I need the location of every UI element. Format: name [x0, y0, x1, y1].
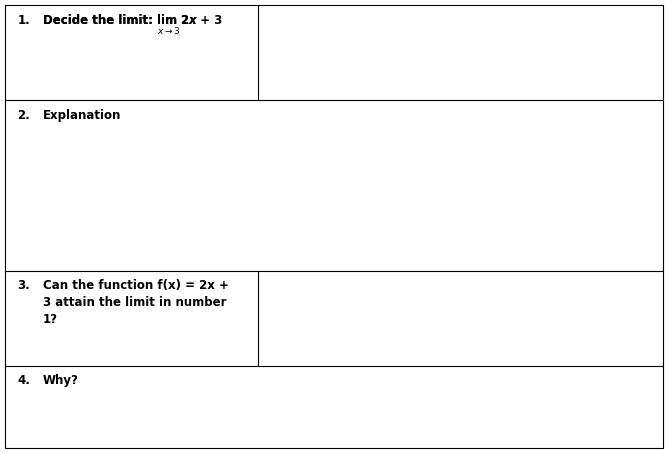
Text: $x\rightarrow3$: $x\rightarrow3$ [157, 24, 180, 36]
Text: 2: 2 [180, 14, 188, 27]
Text: 3.: 3. [17, 279, 30, 292]
Text: lim: lim [157, 14, 177, 27]
Text: 2: 2 [180, 14, 188, 27]
Text: + 3: + 3 [196, 14, 222, 27]
Text: 2.: 2. [17, 109, 30, 122]
Text: Can the function f(x) = 2x +
3 attain the limit in number
1?: Can the function f(x) = 2x + 3 attain th… [43, 279, 228, 326]
Text: lim: lim [157, 14, 177, 27]
Text: Decide the limit:: Decide the limit: [43, 14, 157, 27]
Text: Decide the limit:: Decide the limit: [43, 14, 157, 27]
Text: Why?: Why? [43, 374, 79, 387]
Text: 1.: 1. [17, 14, 30, 27]
Text: 4.: 4. [17, 374, 30, 387]
Text: Explanation: Explanation [43, 109, 121, 122]
Text: x: x [188, 14, 196, 27]
Text: x: x [188, 14, 196, 27]
